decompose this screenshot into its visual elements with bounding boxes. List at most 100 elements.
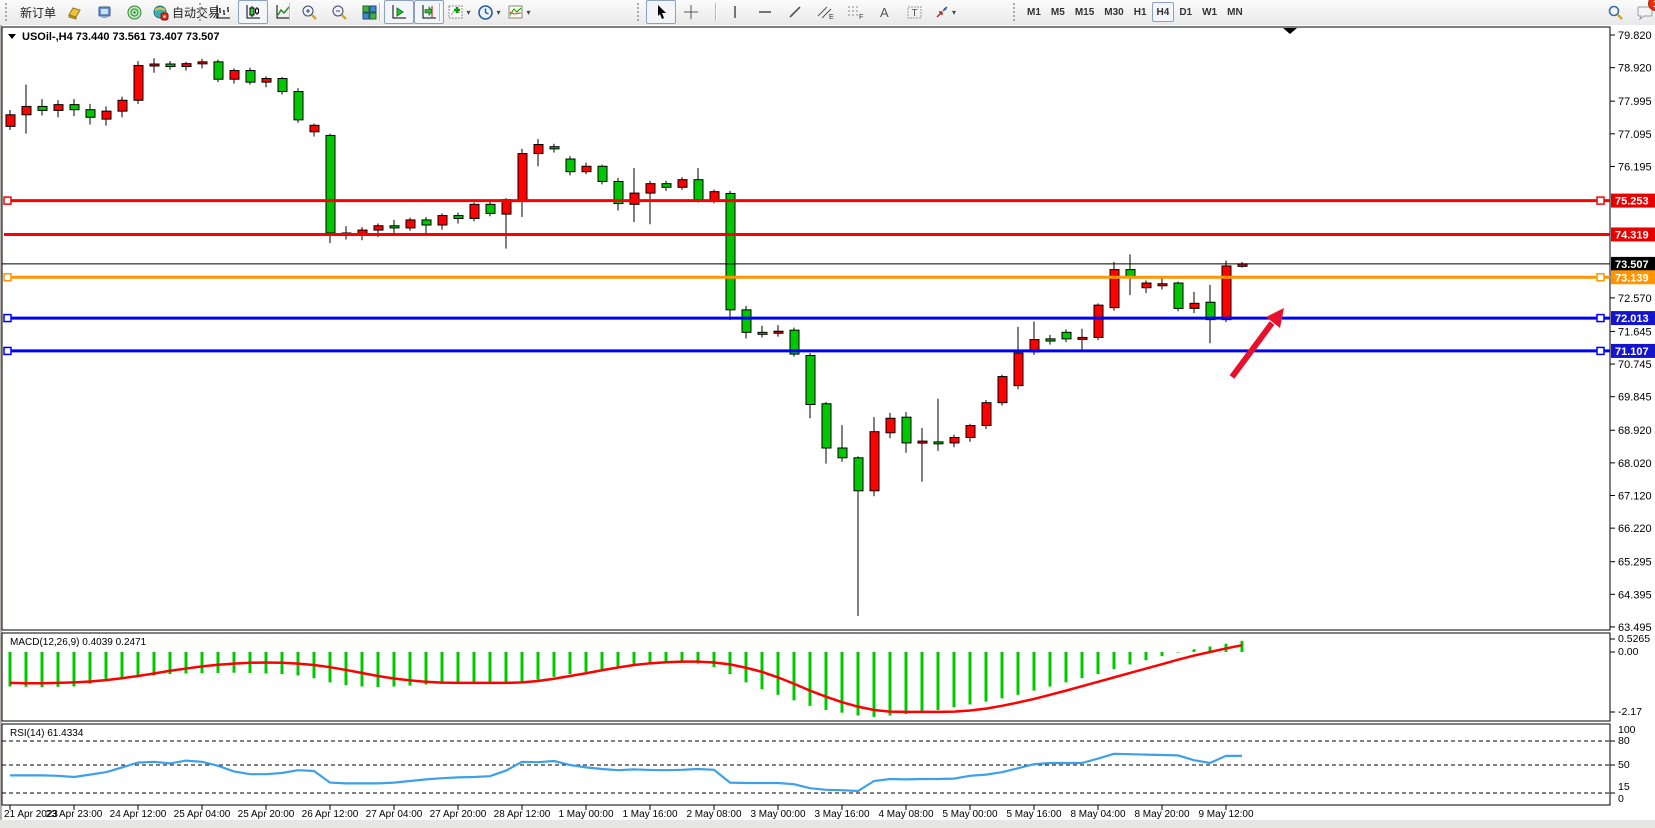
timeframe-button-mn[interactable]: MN: [1227, 6, 1243, 18]
chart-shift-marker-icon[interactable]: [1283, 28, 1297, 34]
auto-scroll-button[interactable]: [384, 0, 414, 24]
zoom-out-button[interactable]: [324, 0, 354, 24]
chat-button[interactable]: 1: [1630, 0, 1655, 24]
candle-body: [485, 203, 496, 214]
periods-button[interactable]: ▾: [474, 0, 504, 24]
line-handle[interactable]: [1596, 196, 1605, 205]
candle-body: [85, 109, 96, 118]
candle-body: [901, 416, 912, 444]
candle-body: [549, 146, 560, 150]
time-tick-label: 28 Apr 12:00: [494, 809, 551, 820]
macd-label: MACD(12,26,9) 0.4039 0.2471: [10, 637, 147, 648]
bar-chart-button[interactable]: [208, 0, 238, 24]
line-handle[interactable]: [1596, 313, 1605, 323]
toolbar-group-dropdowns: ▾ ▾ ▾: [436, 0, 534, 24]
timeframe-button-w1[interactable]: W1: [1202, 6, 1218, 18]
text-button[interactable]: A: [870, 0, 900, 24]
tile-windows-button[interactable]: [354, 0, 384, 24]
toolbar-group-charttype: [196, 0, 298, 24]
horizontal-line-icon: [759, 11, 771, 13]
fibonacci-button[interactable]: F: [840, 0, 870, 24]
svg-text:A: A: [880, 5, 889, 20]
candle-body: [725, 192, 736, 311]
dropdown-arrow-icon: ▾: [496, 7, 501, 17]
candle-body: [805, 355, 816, 405]
line-handle[interactable]: [1596, 273, 1605, 282]
new-order-label: 新订单: [20, 5, 57, 20]
timeframe-button-h4[interactable]: H4: [1151, 2, 1175, 22]
svg-text:T: T: [912, 8, 918, 19]
time-tick-label: 5 May 16:00: [1006, 809, 1061, 820]
price-badge-label: 74.319: [1615, 229, 1649, 241]
candle-body: [197, 61, 208, 65]
time-tick-label: 5 May 00:00: [942, 809, 997, 820]
template-icon: [508, 5, 523, 18]
line-handle[interactable]: [1596, 346, 1605, 356]
svg-text:E: E: [829, 14, 834, 20]
candle-body: [21, 105, 32, 116]
time-tick-label: 27 Apr 20:00: [430, 809, 487, 820]
candle-body: [613, 180, 624, 205]
timeframe-button-h1[interactable]: H1: [1133, 6, 1147, 18]
timeframe-button-m5[interactable]: M5: [1050, 6, 1065, 18]
price-tick-label: 64.395: [1618, 589, 1652, 601]
trendline-button[interactable]: [780, 0, 810, 24]
horizontal-line-button[interactable]: [750, 0, 780, 24]
price-tick-label: 77.995: [1618, 96, 1652, 108]
new-order-button[interactable]: 新订单: [14, 0, 59, 24]
candle-body: [1173, 282, 1184, 309]
equidistant-channel-button[interactable]: E: [810, 0, 840, 24]
candle-body: [565, 158, 576, 173]
tile-windows-icon: [362, 5, 376, 19]
timeframe-button-m30[interactable]: M30: [1104, 6, 1124, 18]
zoom-in-button[interactable]: [294, 0, 324, 24]
time-tick-label: 25 Apr 20:00: [238, 809, 295, 820]
line-handle[interactable]: [3, 196, 12, 205]
text-label-button[interactable]: T: [900, 0, 930, 24]
metaeditor-button[interactable]: [89, 0, 119, 24]
signal-icon: [127, 5, 142, 19]
trend-arrow-annotation[interactable]: [1229, 308, 1284, 379]
toolbar-separator: [439, 3, 441, 21]
indicators-button[interactable]: ▾: [444, 0, 474, 24]
fibonacci-icon: F: [848, 6, 863, 20]
line-handle[interactable]: [3, 313, 12, 323]
toolbar-group-timeframes: M1 M5 M15 M30 H1 H4 D1 W1 MN: [1010, 0, 1248, 24]
time-tick-label: 8 May 04:00: [1070, 809, 1125, 820]
price-tick-label: 68.920: [1618, 425, 1652, 437]
chart-svg: 79.820 78.920 77.995 77.095 76.195 72.570 71.6…: [0, 25, 1655, 828]
search-button[interactable]: [1600, 0, 1630, 24]
candle-body: [245, 70, 256, 83]
bar-chart-icon: [216, 5, 230, 19]
templates-button[interactable]: ▾: [504, 0, 534, 24]
line-chart-button[interactable]: [268, 0, 298, 24]
market-watch-button[interactable]: [59, 0, 89, 24]
candle-body: [821, 403, 832, 449]
timeframe-button-d1[interactable]: D1: [1179, 6, 1193, 18]
candle-body: [741, 309, 752, 333]
zoom-in-icon: [302, 5, 317, 20]
candle-body: [293, 91, 304, 121]
time-tick-label: 25 Apr 04:00: [174, 809, 231, 820]
crosshair-button[interactable]: [676, 0, 706, 24]
timeframe-button-m15[interactable]: M15: [1074, 6, 1095, 18]
candlestick-chart-button[interactable]: [238, 0, 268, 24]
title-dropdown-icon[interactable]: [8, 34, 16, 39]
candle-body: [1189, 302, 1200, 309]
candle-body: [597, 165, 608, 182]
toolbar: 新订单: [0, 0, 1655, 26]
price-tick-label: 67.120: [1618, 491, 1652, 503]
chart-shift-icon: [422, 5, 436, 19]
candle-body: [5, 114, 16, 127]
price-tick-label: 79.820: [1618, 30, 1652, 42]
cursor-button[interactable]: [646, 0, 676, 24]
line-handle[interactable]: [3, 346, 12, 356]
auto-trading-button[interactable]: 自动交易: [149, 0, 223, 24]
timeframe-button-m1[interactable]: M1: [1027, 6, 1041, 18]
vertical-line-button[interactable]: [720, 0, 750, 24]
price-tick-label: 70.745: [1618, 359, 1652, 371]
arrows-button[interactable]: ▾: [930, 0, 960, 24]
line-handle[interactable]: [3, 273, 12, 282]
rsi-label: RSI(14) 61.4334: [10, 728, 84, 739]
signals-button[interactable]: [119, 0, 149, 24]
